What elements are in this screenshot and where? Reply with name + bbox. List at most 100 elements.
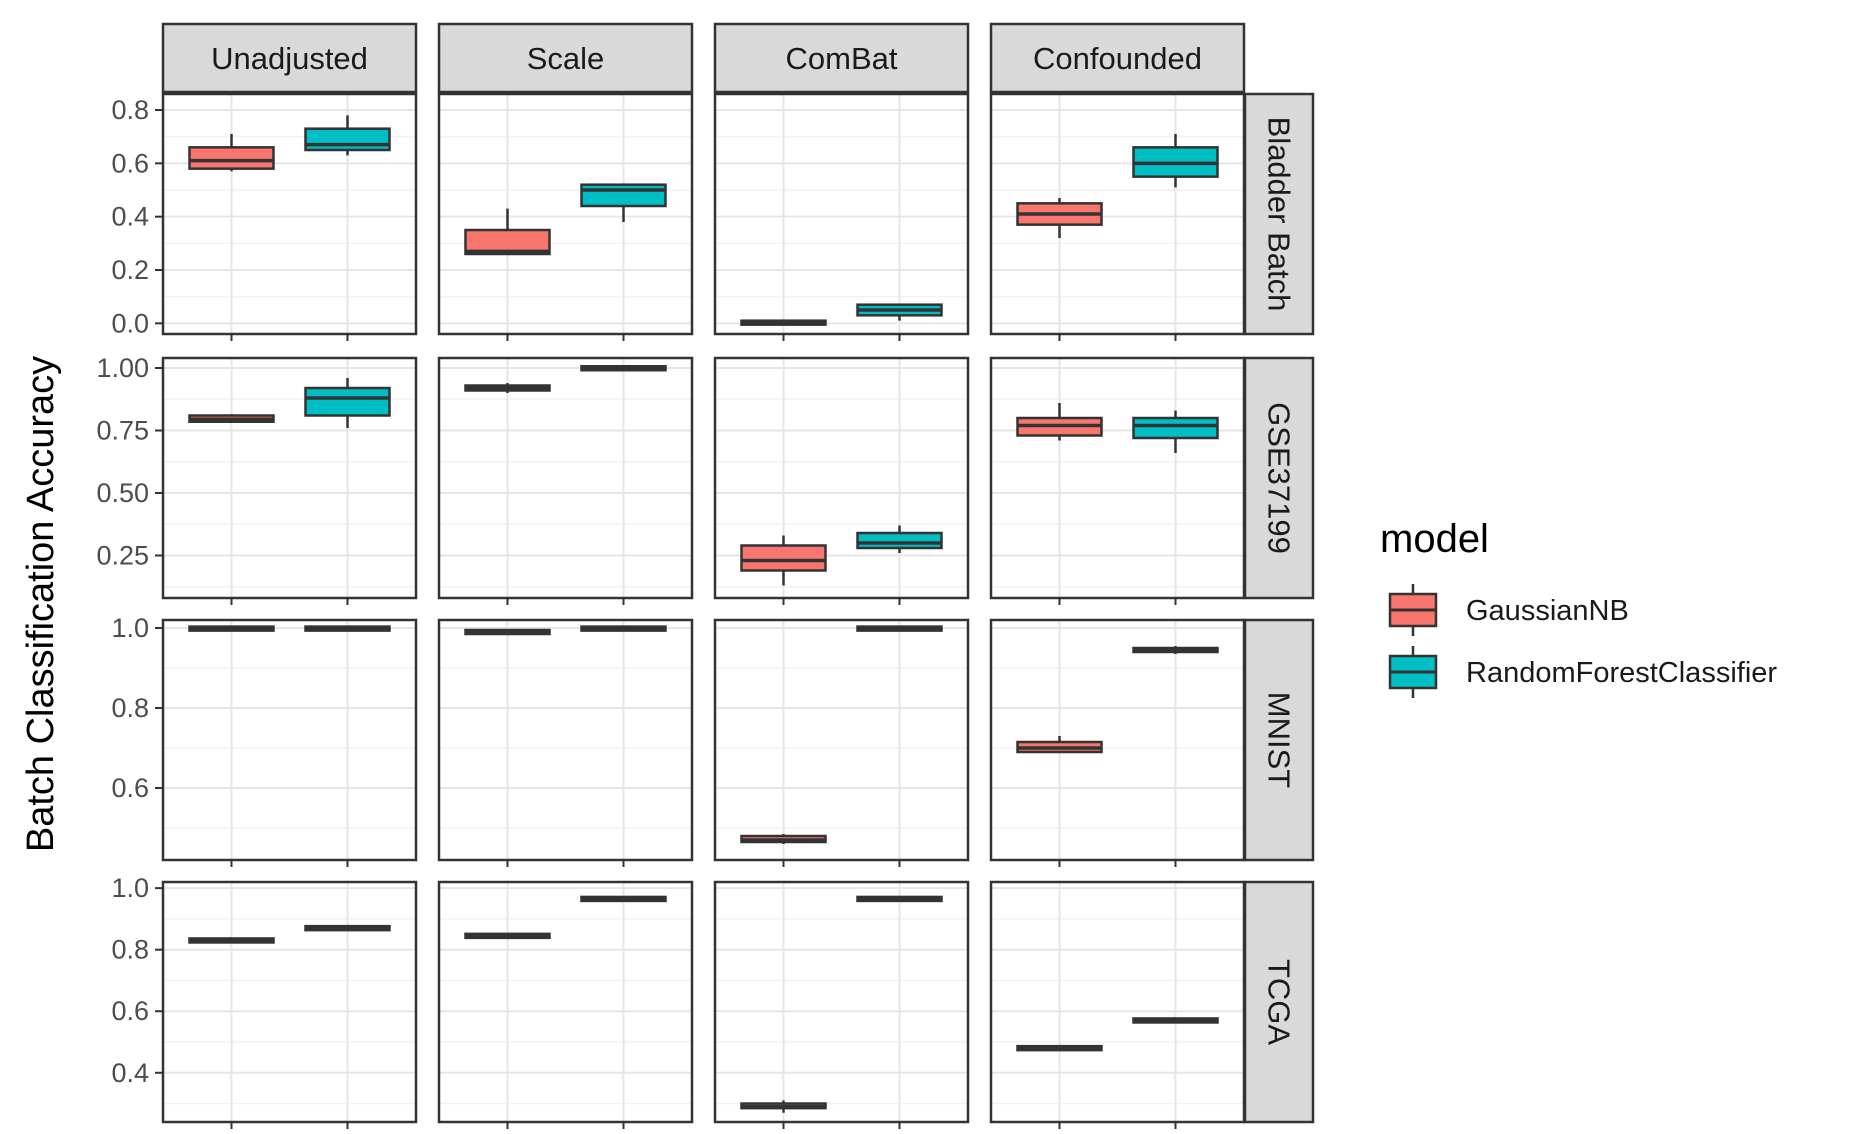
panel-border xyxy=(161,618,418,862)
panel-bg xyxy=(163,620,416,860)
panel-bg xyxy=(715,94,968,334)
panel-border xyxy=(989,356,1246,600)
box-randomforestclassifier xyxy=(1132,134,1219,188)
strip-label: ComBat xyxy=(786,41,898,76)
y-tick-label: 0.6 xyxy=(111,996,149,1026)
box-randomforestclassifier xyxy=(304,625,391,632)
panel-border xyxy=(989,880,1246,1124)
panel-bladder-batch-scale xyxy=(437,92,694,341)
y-axis-title: Batch Classification Accuracy xyxy=(20,356,62,852)
y-tick-label: 0.8 xyxy=(111,95,149,125)
panel-border xyxy=(161,880,418,1124)
box-randomforestclassifier xyxy=(304,378,391,428)
box-gaussiannb xyxy=(188,937,275,944)
panel-bladder-batch-confounded xyxy=(989,92,1246,341)
y-tick-label: 1.0 xyxy=(111,873,149,903)
strip-label: Scale xyxy=(527,41,605,76)
panel-mnist-scale xyxy=(437,618,694,867)
panel-gse37199-scale xyxy=(437,356,694,605)
strip-label: Confounded xyxy=(1033,41,1202,76)
box-body xyxy=(304,127,391,152)
panel-bg xyxy=(715,882,968,1122)
panel-border xyxy=(713,92,970,336)
panel-bg xyxy=(439,94,692,334)
y-tick-label: 1.0 xyxy=(111,613,149,643)
strip-label: Bladder Batch xyxy=(1262,117,1297,312)
box-randomforestclassifier xyxy=(1132,410,1219,453)
box-body xyxy=(580,183,667,208)
panel-border xyxy=(713,618,970,862)
panel-border xyxy=(437,356,694,600)
panel-tcga-unadjusted xyxy=(161,880,418,1129)
panel-bg xyxy=(439,620,692,860)
box-gaussiannb xyxy=(1016,736,1103,754)
box-gaussiannb xyxy=(188,414,275,423)
strip-bg xyxy=(1243,880,1315,1124)
strip-mnist: MNIST xyxy=(1243,618,1315,862)
strip-scale: Scale xyxy=(437,22,694,94)
panel-border xyxy=(989,618,1246,862)
panel-tcga-scale xyxy=(437,880,694,1129)
box-randomforestclassifier xyxy=(304,924,391,932)
box-gaussiannb xyxy=(1016,403,1103,441)
panel-bg xyxy=(991,882,1244,1122)
box-gaussiannb xyxy=(740,535,827,586)
panel-bg xyxy=(163,882,416,1122)
panel-bg xyxy=(991,358,1244,598)
box-randomforestclassifier xyxy=(580,625,667,632)
strip-label: TCGA xyxy=(1262,959,1297,1045)
panel-mnist-confounded xyxy=(989,618,1246,867)
panel-mnist-combat xyxy=(713,618,970,867)
legend-label: RandomForestClassifier xyxy=(1466,657,1777,689)
box-randomforestclassifier xyxy=(1132,1017,1219,1024)
box-gaussiannb xyxy=(464,628,551,636)
panel-border xyxy=(713,880,970,1124)
panel-bladder-batch-combat xyxy=(713,92,970,341)
box-gaussiannb xyxy=(464,932,551,940)
panel-bladder-batch-unadjusted xyxy=(161,92,418,341)
box-randomforestclassifier xyxy=(304,115,391,156)
legend-title: model xyxy=(1380,517,1489,561)
panel-tcga-confounded xyxy=(989,880,1246,1129)
box-gaussiannb xyxy=(188,625,275,632)
panel-gse37199-confounded xyxy=(989,356,1246,605)
box-gaussiannb xyxy=(464,383,551,393)
box-body xyxy=(188,146,275,170)
y-tick-label: 0.2 xyxy=(111,255,149,285)
box-gaussiannb xyxy=(1016,1044,1103,1052)
box-randomforestclassifier xyxy=(580,365,667,372)
strip-bg xyxy=(713,22,970,94)
box-randomforestclassifier xyxy=(580,895,667,903)
panel-border xyxy=(437,880,694,1124)
legend-item-gaussiannb: GaussianNB xyxy=(1388,584,1629,636)
legend-label: GaussianNB xyxy=(1466,595,1629,627)
strip-bg xyxy=(1243,356,1315,600)
strip-bg xyxy=(1243,92,1315,336)
strip-label: GSE37199 xyxy=(1262,402,1297,554)
y-tick-label: 0.0 xyxy=(111,308,149,338)
panel-gse37199-unadjusted xyxy=(161,356,418,605)
box-randomforestclassifier xyxy=(856,895,943,903)
box-gaussiannb xyxy=(464,208,551,256)
y-tick-label: 0.4 xyxy=(111,1058,149,1088)
strip-bg xyxy=(989,22,1246,94)
box-gaussiannb xyxy=(1016,198,1103,238)
panel-border xyxy=(713,356,970,600)
panels-layer: Unadjusted Scale ComBat Confounded Bladder B… xyxy=(96,22,1315,1129)
strip-bg xyxy=(437,22,694,94)
box-randomforestclassifier xyxy=(1132,646,1219,654)
panel-border xyxy=(161,356,418,600)
panel-border xyxy=(161,92,418,336)
y-tick-label: 0.4 xyxy=(111,202,149,232)
box-randomforestclassifier xyxy=(580,183,667,222)
y-tick-label: 0.6 xyxy=(111,148,149,178)
box-gaussiannb xyxy=(740,834,827,844)
box-body xyxy=(304,386,391,417)
y-tick-label: 0.50 xyxy=(96,478,149,508)
box-gaussiannb xyxy=(740,319,827,326)
panel-tcga-combat xyxy=(713,880,970,1129)
box-gaussiannb xyxy=(740,1100,827,1113)
y-tick-label: 0.8 xyxy=(111,693,149,723)
y-tick-label: 0.8 xyxy=(111,935,149,965)
